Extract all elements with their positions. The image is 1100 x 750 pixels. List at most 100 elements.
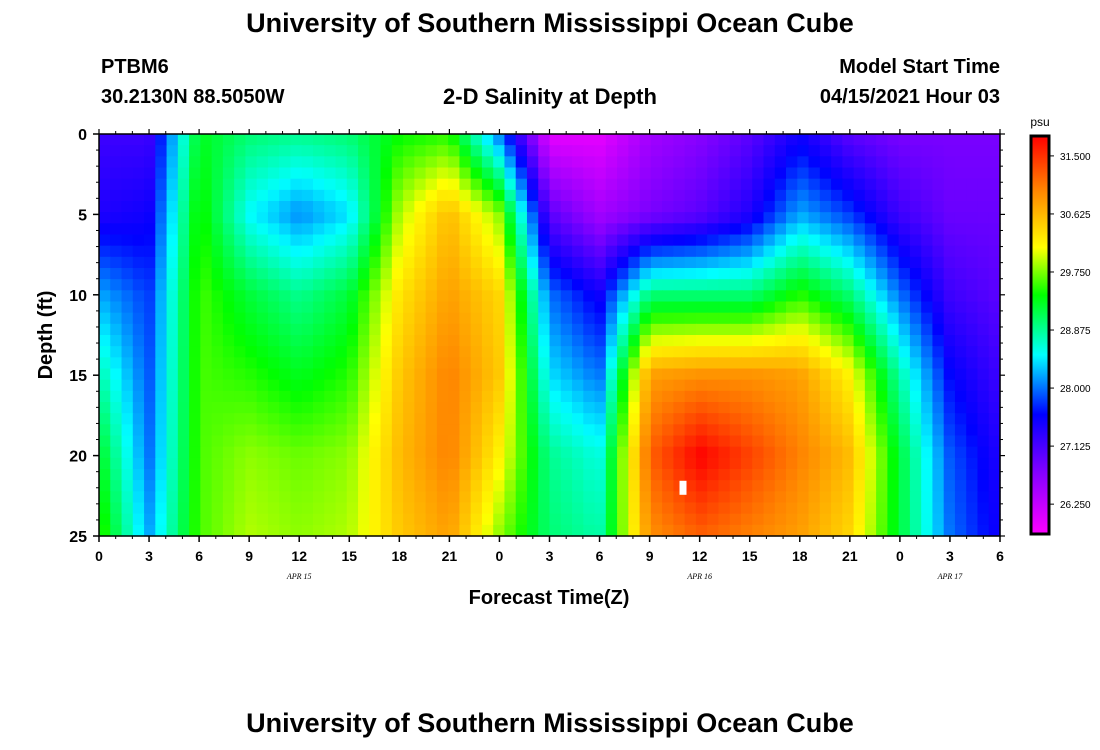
heatmap-cell (414, 346, 427, 358)
heatmap-cell (932, 480, 945, 492)
heatmap-cell (786, 201, 798, 213)
heatmap-cell (740, 368, 753, 381)
heatmap-cell (662, 413, 674, 425)
heatmap-cell (132, 189, 145, 202)
heatmap-cell (966, 279, 979, 291)
heatmap-cell (662, 379, 674, 392)
heatmap-cell (99, 413, 111, 425)
heatmap-cell (876, 268, 888, 280)
heatmap-cell (380, 156, 393, 169)
heatmap-cell (346, 234, 359, 247)
heatmap-cell (887, 323, 900, 336)
heatmap-cell (391, 491, 404, 504)
heatmap-cell (132, 446, 145, 459)
heatmap-cell (110, 402, 123, 414)
heatmap-cell (189, 480, 201, 492)
heatmap-cell (673, 290, 686, 303)
heatmap-cell (380, 457, 393, 470)
heatmap-cell (560, 446, 573, 459)
heatmap-cell (200, 301, 213, 314)
heatmap-cell (459, 357, 472, 370)
heatmap-cell (650, 502, 663, 515)
heatmap-cell (583, 346, 596, 358)
heatmap-cell (797, 457, 810, 470)
heatmap-cell (605, 312, 618, 325)
heatmap-cell (144, 402, 156, 414)
heatmap-cell (436, 491, 449, 504)
heatmap-cell (414, 524, 427, 537)
heatmap-cell (695, 245, 708, 258)
heatmap-cell (662, 189, 674, 202)
heatmap-cell (966, 402, 979, 414)
heatmap-cell (909, 323, 922, 336)
heatmap-cell (864, 513, 877, 526)
heatmap-cell (583, 156, 596, 169)
heatmap-cell (932, 256, 945, 269)
heatmap-cell (763, 156, 776, 169)
heatmap-cell (853, 234, 866, 247)
heatmap-cell (887, 245, 900, 258)
heatmap-cell (470, 357, 483, 370)
heatmap-cell (831, 346, 843, 358)
heatmap-cell (335, 379, 348, 392)
heatmap-cell (144, 223, 156, 236)
heatmap-cell (189, 279, 201, 291)
heatmap-cell (470, 268, 483, 280)
heatmap-cell (267, 212, 280, 224)
heatmap-cell (695, 491, 708, 504)
heatmap-cell (898, 268, 911, 280)
heatmap-cell (684, 390, 697, 403)
heatmap-cell (842, 145, 855, 157)
heatmap-cell (121, 145, 134, 157)
heatmap-cell (290, 234, 303, 247)
heatmap-cell (211, 134, 224, 146)
heatmap-cell (110, 245, 123, 258)
heatmap-cell (549, 178, 562, 191)
heatmap-cell (493, 245, 506, 258)
heatmap-cell (774, 502, 787, 515)
heatmap-cell (436, 134, 449, 146)
heatmap-cell (459, 491, 472, 504)
heatmap-cell (132, 335, 145, 347)
heatmap-cell (583, 491, 596, 504)
heatmap-cell (358, 424, 370, 437)
heatmap-cell (301, 435, 314, 448)
heatmap-cell (110, 256, 123, 269)
heatmap-cell (988, 245, 1001, 258)
heatmap-cell (628, 167, 641, 180)
heatmap-cell (808, 178, 821, 191)
heatmap-cell (459, 301, 472, 314)
heatmap-cell (358, 167, 370, 180)
heatmap-cell (617, 134, 629, 146)
heatmap-cell (526, 379, 539, 392)
heatmap-cell (819, 145, 832, 157)
heatmap-cell (977, 156, 990, 169)
heatmap-cell (943, 513, 956, 526)
heatmap-cell (470, 312, 483, 325)
heatmap-cell (786, 335, 798, 347)
heatmap-cell (335, 189, 348, 202)
heatmap-cell (121, 223, 134, 236)
heatmap-cell (617, 379, 629, 392)
heatmap-cell (662, 346, 674, 358)
heatmap-cell (909, 469, 922, 481)
heatmap-cell (504, 301, 517, 314)
heatmap-cell (605, 301, 618, 314)
heatmap-cell (481, 134, 494, 146)
heatmap-cell (459, 435, 472, 448)
heatmap-cell (234, 413, 247, 425)
heatmap-cell (177, 279, 190, 291)
heatmap-cell (189, 223, 201, 236)
heatmap-cell (831, 189, 843, 202)
heatmap-cell (256, 301, 269, 314)
heatmap-cell (639, 357, 652, 370)
heatmap-cell (628, 234, 641, 247)
heatmap-cell (808, 167, 821, 180)
heatmap-cell (549, 145, 562, 157)
heatmap-cell (481, 469, 494, 481)
heatmap-cell (898, 245, 911, 258)
heatmap-cell (301, 256, 314, 269)
heatmap-cell (222, 212, 235, 224)
heatmap-cell (515, 134, 528, 146)
heatmap-cell (583, 245, 596, 258)
